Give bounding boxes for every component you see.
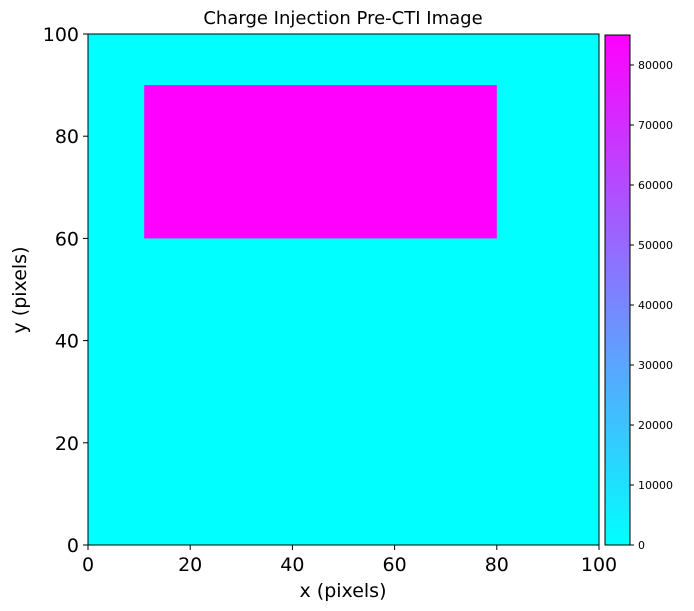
x-tick-label: 60 bbox=[383, 554, 407, 576]
y-tick-label: 80 bbox=[55, 126, 79, 148]
y-tick-label: 40 bbox=[55, 331, 79, 353]
colorbar-tick-label: 50000 bbox=[638, 239, 673, 252]
x-tick-label: 100 bbox=[581, 554, 617, 576]
colorbar-tick-label: 80000 bbox=[638, 59, 673, 72]
y-axis-label: y (pixels) bbox=[9, 247, 31, 334]
y-tick-label: 100 bbox=[43, 24, 79, 46]
colorbar bbox=[604, 34, 631, 546]
plot-frame bbox=[87, 33, 600, 546]
colorbar-tick-label: 60000 bbox=[638, 179, 673, 192]
colorbar-tick-label: 70000 bbox=[638, 119, 673, 132]
heatmap-region-0 bbox=[144, 85, 497, 239]
colorbar-tick-label: 0 bbox=[638, 539, 645, 552]
x-tick-label: 40 bbox=[280, 554, 304, 576]
colorbar-tick-label: 10000 bbox=[638, 479, 673, 492]
colorbar-tick-label: 20000 bbox=[638, 419, 673, 432]
chart-title: Charge Injection Pre-CTI Image bbox=[203, 8, 482, 29]
y-tick-label: 60 bbox=[55, 228, 79, 250]
colorbar-tick-label: 40000 bbox=[638, 299, 673, 312]
y-tick-label: 20 bbox=[55, 433, 79, 455]
y-tick-label: 0 bbox=[67, 535, 79, 557]
x-tick-label: 80 bbox=[485, 554, 509, 576]
colorbar-tick-label: 30000 bbox=[638, 359, 673, 372]
x-tick-label: 20 bbox=[178, 554, 202, 576]
x-tick-label: 0 bbox=[82, 554, 94, 576]
x-axis-label: x (pixels) bbox=[300, 580, 387, 602]
